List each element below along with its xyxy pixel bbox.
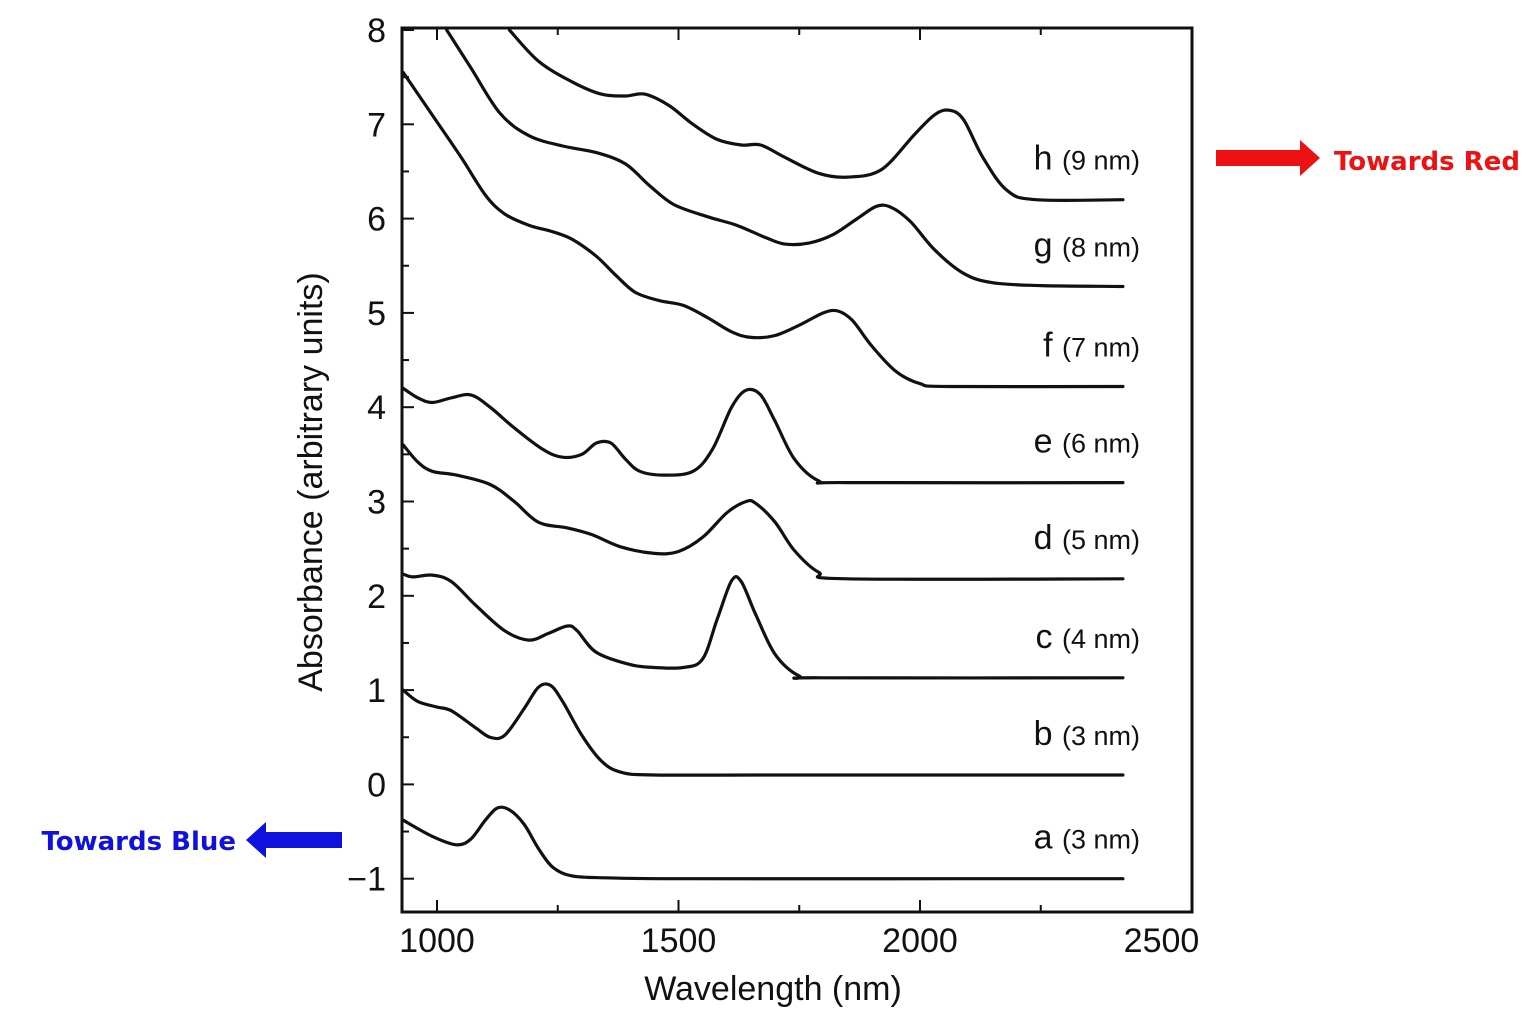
series-labels-layer: a (3 nm)b (3 nm)c (4 nm)d (5 nm)e (6 nm)… bbox=[1034, 140, 1140, 857]
y-tick-label: 6 bbox=[367, 201, 386, 239]
series-size-label: (5 nm) bbox=[1062, 525, 1140, 555]
y-tick-label: 3 bbox=[367, 484, 386, 522]
ticks-layer: −1 0 1 2 3 4 5 6 7 8 1000 1500 2000 2500 bbox=[347, 12, 1199, 960]
series-label-f: f (7 nm) bbox=[1043, 326, 1140, 364]
series-line-b bbox=[402, 682, 1125, 777]
series-line-f bbox=[402, 70, 1125, 389]
curves-layer bbox=[402, 28, 1125, 881]
series-label-d: d (5 nm) bbox=[1034, 519, 1140, 557]
series-line-e bbox=[402, 386, 1125, 485]
series-size-label: (7 nm) bbox=[1062, 332, 1140, 362]
series-size-label: (3 nm) bbox=[1062, 721, 1140, 751]
y-axis-title: Absorbance (arbitrary units) bbox=[292, 272, 330, 692]
series-size-label: (4 nm) bbox=[1062, 624, 1140, 654]
series-letter: a bbox=[1034, 819, 1062, 857]
x-tick-label: 2000 bbox=[882, 922, 958, 960]
y-tick-label: 2 bbox=[367, 578, 386, 616]
plot-frame bbox=[400, 26, 1194, 914]
series-label-a: a (3 nm) bbox=[1034, 819, 1140, 857]
series-label-c: c (4 nm) bbox=[1036, 618, 1140, 656]
series-size-label: (6 nm) bbox=[1062, 429, 1140, 459]
series-label-e: e (6 nm) bbox=[1034, 423, 1140, 461]
series-line-h bbox=[507, 28, 1125, 203]
y-tick-label: 4 bbox=[367, 389, 386, 427]
y-tick-label: 0 bbox=[367, 766, 386, 804]
right-arrow-icon bbox=[1216, 140, 1320, 176]
y-tick-label: 1 bbox=[367, 672, 386, 710]
series-letter: e bbox=[1034, 423, 1062, 461]
x-tick-label: 1000 bbox=[399, 922, 475, 960]
series-line-g bbox=[445, 28, 1125, 289]
series-size-label: (9 nm) bbox=[1062, 146, 1140, 176]
series-line-a bbox=[402, 805, 1125, 881]
series-letter: d bbox=[1034, 519, 1062, 557]
x-axis-title: Wavelength (nm) bbox=[644, 970, 902, 1008]
series-size-label: (8 nm) bbox=[1062, 232, 1140, 262]
towards-blue-annotation: Towards Blue bbox=[41, 822, 342, 858]
series-letter: f bbox=[1043, 326, 1062, 364]
towards-red-label: Towards Red bbox=[1334, 147, 1520, 177]
x-tick-label: 2500 bbox=[1124, 922, 1200, 960]
towards-blue-label: Towards Blue bbox=[41, 827, 236, 857]
series-letter: g bbox=[1034, 226, 1062, 264]
towards-red-annotation: Towards Red bbox=[1216, 140, 1520, 177]
series-line-d bbox=[402, 443, 1125, 581]
left-arrow-icon bbox=[246, 822, 342, 858]
y-tick-label: 5 bbox=[367, 295, 386, 333]
y-tick-label: −1 bbox=[347, 861, 386, 899]
series-letter: c bbox=[1036, 618, 1062, 656]
series-label-h: h (9 nm) bbox=[1034, 140, 1140, 178]
y-tick-label: 8 bbox=[367, 12, 386, 50]
series-line-c bbox=[402, 572, 1125, 680]
series-size-label: (3 nm) bbox=[1062, 825, 1140, 855]
y-tick-label: 7 bbox=[367, 106, 386, 144]
series-label-g: g (8 nm) bbox=[1034, 226, 1140, 264]
series-letter: h bbox=[1034, 140, 1062, 178]
series-letter: b bbox=[1034, 715, 1062, 753]
x-tick-label: 1500 bbox=[641, 922, 717, 960]
series-label-b: b (3 nm) bbox=[1034, 715, 1140, 753]
